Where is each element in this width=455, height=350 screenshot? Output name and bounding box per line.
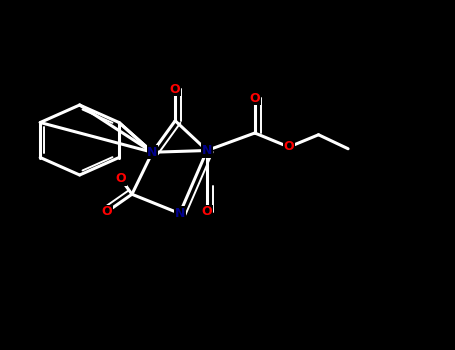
Text: O: O	[101, 205, 112, 218]
Text: N: N	[147, 146, 157, 159]
Text: O: O	[170, 83, 181, 96]
Text: O: O	[115, 172, 126, 185]
Text: N: N	[175, 207, 185, 220]
Text: O: O	[249, 91, 260, 105]
Text: O: O	[202, 205, 212, 218]
Text: O: O	[283, 140, 294, 154]
Text: N: N	[202, 144, 212, 157]
